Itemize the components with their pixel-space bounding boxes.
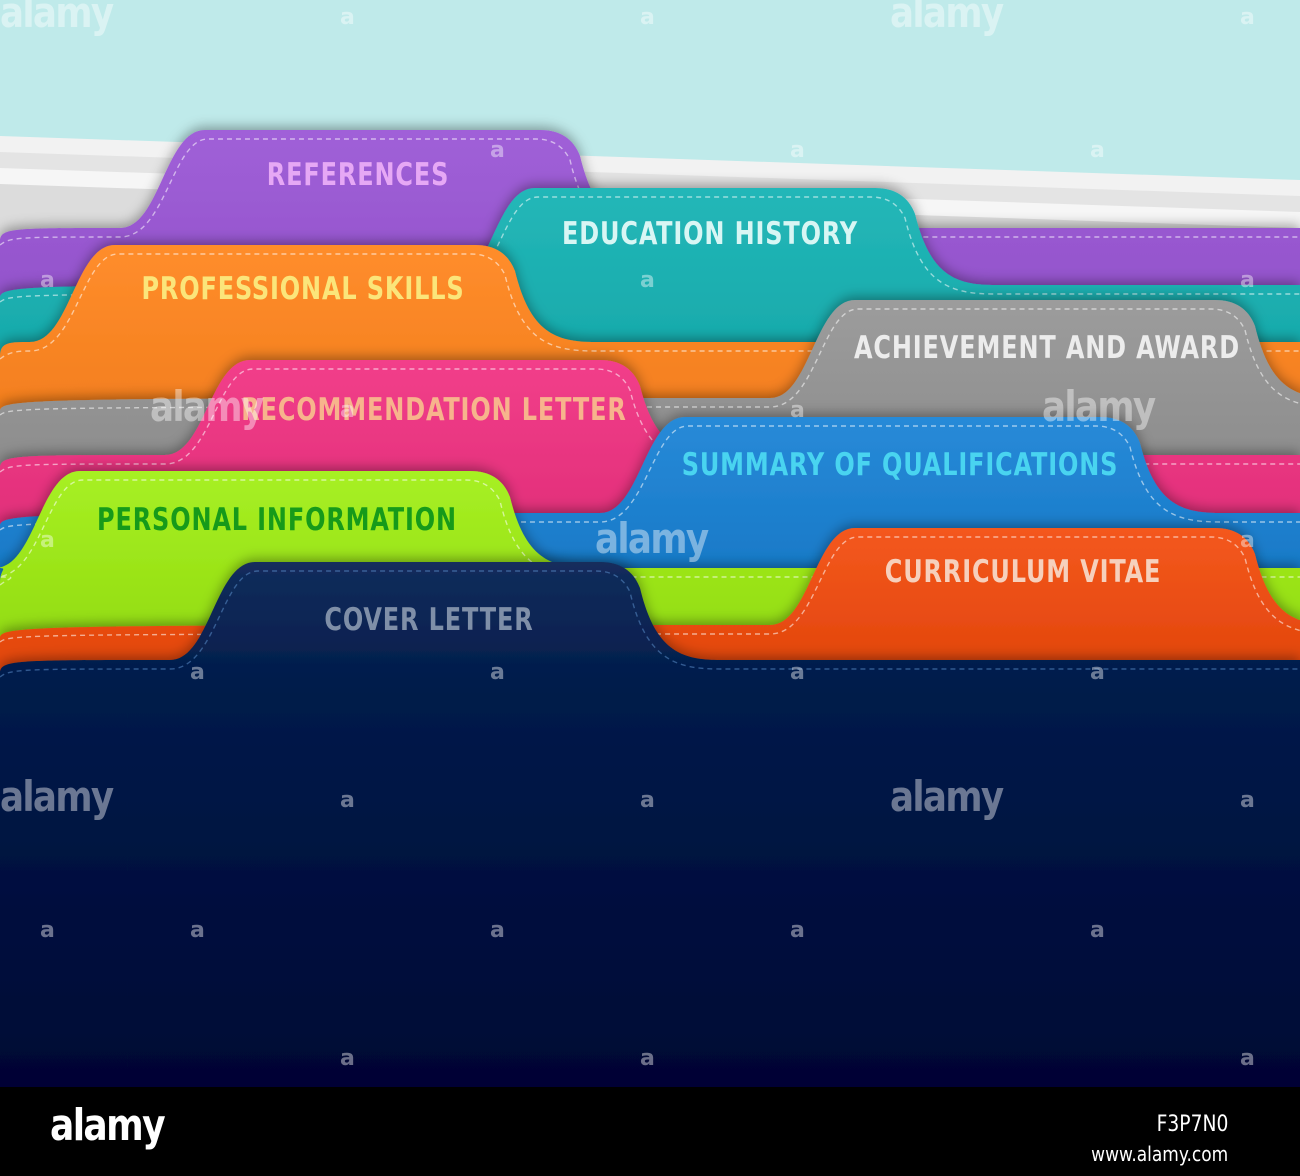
footer-bar [0, 1087, 1300, 1176]
tab-label-professional-skills[interactable]: PROFESSIONAL SKILLS [141, 271, 465, 307]
footer-image-id: F3P7N0 [1156, 1112, 1228, 1137]
tab-label-education-history[interactable]: EDUCATION HISTORY [562, 216, 858, 252]
tab-label-personal-information[interactable]: PERSONAL INFORMATION [97, 502, 457, 538]
tab-label-achievement-and-award[interactable]: ACHIEVEMENT AND AWARD [853, 330, 1241, 366]
folder-tab-cover [0, 562, 1300, 1087]
tab-stitching-education [0, 196, 1300, 303]
footer-url: www.alamy.com [1090, 1142, 1228, 1166]
tab-shape-cover [0, 562, 1300, 1087]
tab-label-cover-letter[interactable]: COVER LETTER [324, 602, 534, 638]
tab-stitching-recommendation [0, 368, 1300, 473]
tab-stitching-achievement [0, 308, 1300, 416]
tab-label-summary-of-qualifications[interactable]: SUMMARY OF QUALIFICATIONS [681, 447, 1119, 483]
tab-stitching-professional [0, 253, 1300, 360]
tab-label-curriculum-vitae[interactable]: CURRICULUM VITAE [884, 554, 1162, 590]
tab-stitching-curriculum [0, 536, 1300, 643]
tabs-drawing [0, 0, 1300, 1087]
folder-tabs-illustration: REFERENCES EDUCATION HISTORY PROFESSIONA… [0, 0, 1300, 1087]
tab-label-recommendation-letter[interactable]: RECOMMENDATION LETTER [241, 392, 627, 428]
tab-label-references[interactable]: REFERENCES [266, 157, 450, 193]
tab-stitching-cover [0, 570, 1300, 678]
footer-logo: alamy [50, 1100, 166, 1151]
